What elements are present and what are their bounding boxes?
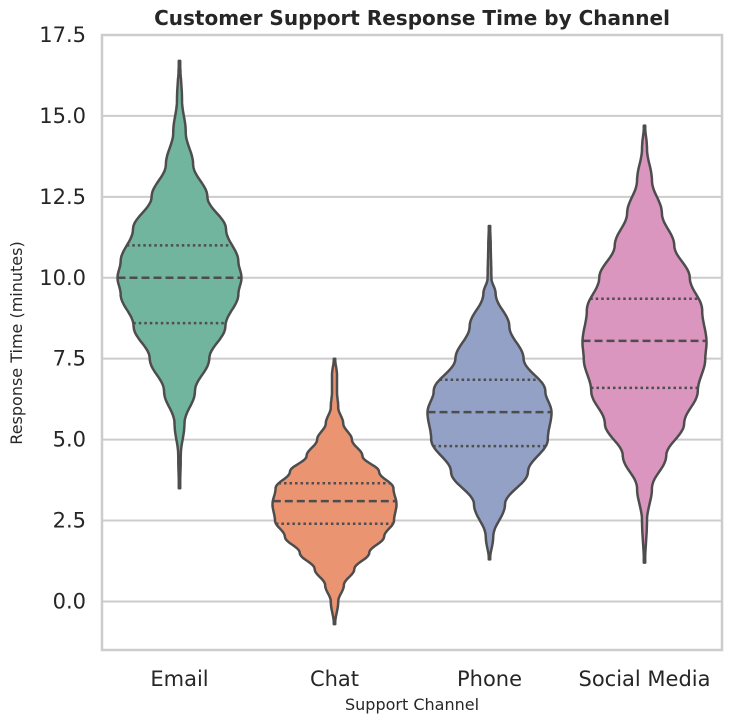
violin-email bbox=[116, 59, 243, 490]
x-tick-label: Social Media bbox=[578, 667, 710, 691]
y-tick-label: 0.0 bbox=[53, 589, 86, 613]
violin-body bbox=[116, 59, 243, 490]
y-axis-title: Response Time (minutes) bbox=[7, 241, 26, 444]
violin-social-media bbox=[581, 124, 708, 564]
y-tick-label: 5.0 bbox=[53, 428, 86, 452]
chart-title: Customer Support Response Time by Channe… bbox=[154, 6, 670, 30]
violin-body bbox=[426, 224, 553, 561]
y-tick-label: 15.0 bbox=[39, 104, 86, 128]
violin-body bbox=[271, 357, 398, 626]
y-tick-label: 2.5 bbox=[53, 509, 86, 533]
y-tick-labels: 0.0 2.5 5.0 7.5 10.0 12.5 15.0 17.5 bbox=[39, 23, 86, 613]
violin-body bbox=[581, 124, 708, 564]
y-tick-label: 10.0 bbox=[39, 266, 86, 290]
x-tick-labels: Email Chat Phone Social Media bbox=[150, 667, 710, 691]
x-tick-label: Chat bbox=[310, 667, 359, 691]
x-axis-title: Support Channel bbox=[345, 695, 479, 714]
y-tick-label: 12.5 bbox=[39, 185, 86, 209]
x-tick-label: Email bbox=[150, 667, 208, 691]
violin-chat bbox=[271, 357, 398, 626]
violin-phone bbox=[426, 224, 553, 561]
x-tick-label: Phone bbox=[457, 667, 522, 691]
plot-frame bbox=[100, 33, 724, 652]
y-tick-label: 17.5 bbox=[39, 23, 86, 47]
y-tick-label: 7.5 bbox=[53, 347, 86, 371]
violin-layer bbox=[116, 59, 708, 626]
